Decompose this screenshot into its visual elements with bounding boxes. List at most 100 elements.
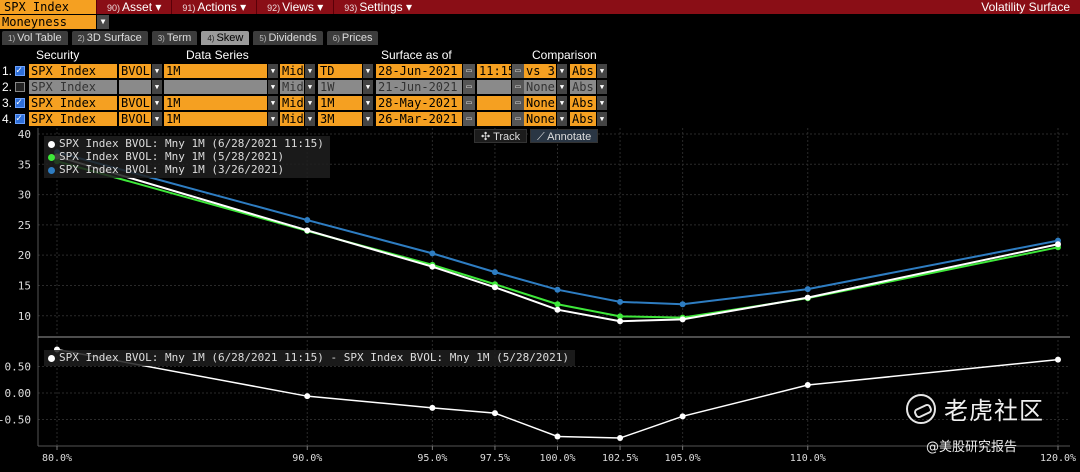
calendar-icon[interactable]: ▭ (463, 112, 475, 126)
tenor-select[interactable] (164, 80, 267, 94)
chevron-down-icon[interactable]: ▼ (152, 80, 162, 94)
menu-settings[interactable]: 93) Settings ▾ (333, 0, 422, 14)
date-input[interactable]: 28-Jun-2021 (376, 64, 462, 78)
legend-item[interactable]: SPX Index BVOL: Mny 1M (6/28/2021 11:15)… (48, 351, 569, 364)
time-input[interactable] (477, 112, 511, 126)
chevron-down-icon[interactable]: ▼ (597, 112, 607, 126)
security-input[interactable]: SPX Index (29, 96, 117, 110)
security-field[interactable]: SPX Index (0, 0, 96, 14)
chevron-down-icon[interactable]: ▼ (363, 64, 373, 78)
chevron-down-icon[interactable]: ▼ (557, 96, 567, 110)
tab-prices[interactable]: 6) Prices (326, 31, 379, 45)
comparison-select[interactable]: None (524, 96, 556, 110)
mid-select[interactable]: Mid (280, 80, 304, 94)
calendar-icon[interactable]: ▭ (463, 96, 475, 110)
moneyness-field[interactable]: Moneyness (0, 15, 96, 29)
mid-select[interactable]: Mid (280, 96, 304, 110)
series-point (304, 217, 311, 224)
time-input[interactable]: 11:15 (477, 64, 511, 78)
security-input[interactable]: SPX Index (29, 64, 117, 78)
relative-date-select[interactable]: TD (318, 64, 362, 78)
clock-icon[interactable]: ▭ (512, 112, 524, 126)
tab-3d-surface[interactable]: 2) 3D Surface (71, 31, 148, 45)
date-input[interactable]: 26-Mar-2021 (376, 112, 462, 126)
chevron-down-icon[interactable]: ▼ (597, 64, 607, 78)
clock-icon[interactable]: ▭ (512, 64, 524, 78)
row-checkbox[interactable] (15, 64, 25, 78)
chevron-down-icon[interactable]: ▼ (597, 80, 607, 94)
chevron-down-icon[interactable]: ▼ (268, 96, 278, 110)
comparison-select[interactable]: None (524, 80, 556, 94)
mid-select[interactable]: Mid (280, 64, 304, 78)
abs-select[interactable]: Abs (570, 112, 596, 126)
chevron-down-icon[interactable]: ▼ (597, 96, 607, 110)
legend-item[interactable]: SPX Index BVOL: Mny 1M (6/28/2021 11:15) (48, 137, 324, 150)
tab-num: 6) (332, 34, 340, 43)
date-input[interactable]: 28-May-2021 (376, 96, 462, 110)
chevron-down-icon[interactable]: ▼ (268, 112, 278, 126)
menu-actions[interactable]: 91) Actions ▾ (171, 0, 256, 14)
tenor-select[interactable]: 1M (164, 112, 267, 126)
security-input[interactable]: SPX Index (29, 80, 117, 94)
series-select[interactable]: BVOL (119, 112, 151, 126)
legend-item[interactable]: SPX Index BVOL: Mny 1M (5/28/2021) (48, 150, 324, 163)
chevron-down-icon[interactable]: ▼ (305, 96, 315, 110)
tenor-select[interactable]: 1M (164, 96, 267, 110)
row-checkbox[interactable] (15, 96, 25, 110)
row-checkbox[interactable] (15, 82, 25, 92)
chevron-down-icon[interactable]: ▼ (152, 96, 162, 110)
chevron-down-icon[interactable]: ▼ (152, 64, 162, 78)
chevron-down-icon[interactable]: ▼ (363, 96, 373, 110)
tab-skew[interactable]: 4) Skew (201, 31, 250, 45)
chevron-down-icon[interactable]: ▼ (557, 80, 567, 94)
comparison-select[interactable]: None (524, 112, 556, 126)
date-input[interactable]: 21-Jun-2021 (376, 80, 462, 94)
time-input[interactable] (477, 80, 511, 94)
chevron-down-icon[interactable]: ▼ (557, 64, 567, 78)
abs-select[interactable]: Abs (570, 64, 596, 78)
relative-date-select[interactable]: 1W (318, 80, 362, 94)
series-select[interactable]: BVOL (119, 64, 151, 78)
mid-select[interactable]: Mid (280, 112, 304, 126)
chevron-down-icon[interactable]: ▼ (152, 112, 162, 126)
y-tick-label: 0.00 (5, 387, 32, 400)
chevron-down-icon[interactable]: ▼ (557, 112, 567, 126)
legend-item[interactable]: SPX Index BVOL: Mny 1M (3/26/2021) (48, 163, 324, 176)
chevron-down-icon[interactable]: ▼ (268, 80, 278, 94)
menu-asset[interactable]: 90) Asset ▾ (96, 0, 171, 14)
tenor-select[interactable]: 1M (164, 64, 267, 78)
calendar-icon[interactable]: ▭ (463, 64, 475, 78)
x-tick-label: 95.0% (417, 453, 447, 464)
calendar-icon[interactable]: ▭ (463, 80, 475, 94)
tab-dividends[interactable]: 5) Dividends (253, 31, 323, 45)
security-input[interactable]: SPX Index (29, 112, 117, 126)
clock-icon[interactable]: ▭ (512, 80, 524, 94)
abs-select[interactable]: Abs (570, 80, 596, 94)
chevron-down-icon[interactable]: ▼ (305, 80, 315, 94)
tab-term[interactable]: 3) Term (151, 31, 198, 45)
chevron-down-icon[interactable]: ▼ (305, 64, 315, 78)
abs-select[interactable]: Abs (570, 96, 596, 110)
row-checkbox[interactable] (15, 112, 25, 126)
menu-views[interactable]: 92) Views ▾ (256, 0, 333, 14)
series-point (617, 313, 624, 320)
chevron-down-icon[interactable]: ▼ (97, 15, 109, 29)
clock-icon[interactable]: ▭ (512, 96, 524, 110)
chevron-down-icon[interactable]: ▼ (363, 112, 373, 126)
tab-num: 4) (207, 34, 215, 43)
tab-vol-table[interactable]: 1) Vol Table (2, 31, 68, 45)
tab-label: Vol Table (17, 32, 62, 44)
relative-date-select[interactable]: 3M (318, 112, 362, 126)
y-tick-label: 0.50 (5, 361, 32, 374)
chevron-down-icon[interactable]: ▼ (268, 64, 278, 78)
legend-top: SPX Index BVOL: Mny 1M (6/28/2021 11:15)… (44, 136, 330, 178)
time-input[interactable] (477, 96, 511, 110)
annotate-button[interactable]: ⟋ Annotate (530, 129, 599, 143)
comparison-select[interactable]: vs 3 (524, 64, 556, 78)
series-select[interactable]: BVOL (119, 96, 151, 110)
chevron-down-icon[interactable]: ▼ (305, 112, 315, 126)
chevron-down-icon[interactable]: ▼ (363, 80, 373, 94)
relative-date-select[interactable]: 1M (318, 96, 362, 110)
series-select[interactable] (119, 80, 151, 94)
track-button[interactable]: ✣ Track (474, 129, 528, 143)
